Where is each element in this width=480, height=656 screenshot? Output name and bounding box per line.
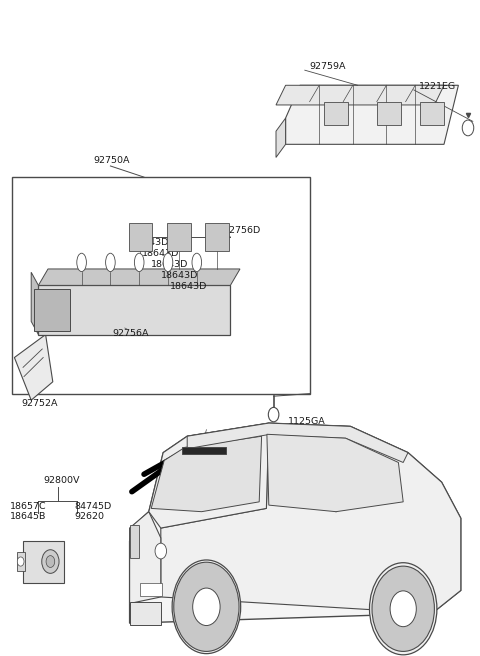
Ellipse shape: [163, 253, 173, 272]
Polygon shape: [38, 285, 230, 335]
Bar: [377, 102, 401, 125]
Circle shape: [370, 563, 437, 655]
Circle shape: [390, 591, 416, 626]
Bar: [420, 102, 444, 125]
Polygon shape: [130, 423, 461, 623]
Text: 18645B: 18645B: [10, 512, 46, 522]
Circle shape: [172, 560, 240, 653]
Text: 92756D: 92756D: [223, 226, 261, 236]
Text: 18643D: 18643D: [132, 237, 169, 247]
Text: 92800V: 92800V: [43, 476, 80, 485]
Text: 18657C: 18657C: [10, 502, 46, 511]
Polygon shape: [151, 436, 262, 512]
Bar: [34, 289, 70, 331]
Bar: [130, 602, 161, 625]
Bar: [130, 525, 139, 558]
Bar: [17, 552, 25, 571]
Polygon shape: [286, 85, 458, 144]
Polygon shape: [149, 423, 269, 528]
Polygon shape: [276, 85, 444, 105]
FancyBboxPatch shape: [129, 223, 152, 251]
Ellipse shape: [134, 253, 144, 272]
Bar: [140, 583, 162, 596]
Ellipse shape: [77, 253, 86, 272]
Polygon shape: [276, 118, 286, 157]
Bar: [182, 447, 226, 454]
Text: 18643D: 18643D: [151, 260, 189, 269]
Text: 1125GA: 1125GA: [288, 417, 326, 426]
Circle shape: [42, 550, 59, 573]
Ellipse shape: [192, 253, 202, 272]
Text: 18643D: 18643D: [142, 249, 179, 258]
Circle shape: [17, 557, 24, 566]
Circle shape: [372, 566, 434, 651]
Polygon shape: [38, 269, 240, 285]
Polygon shape: [267, 434, 403, 512]
Text: 84745D: 84745D: [74, 502, 112, 511]
Ellipse shape: [106, 253, 115, 272]
Text: 1221EG: 1221EG: [419, 82, 456, 91]
Circle shape: [155, 543, 167, 559]
Text: 92752A: 92752A: [22, 399, 58, 408]
Circle shape: [268, 407, 279, 422]
Polygon shape: [130, 512, 161, 604]
Text: 18643D: 18643D: [170, 282, 208, 291]
Bar: [324, 102, 348, 125]
Polygon shape: [31, 272, 38, 335]
Text: 92750A: 92750A: [94, 156, 130, 165]
Circle shape: [174, 562, 239, 651]
Bar: [12, 177, 310, 394]
Circle shape: [46, 556, 55, 567]
Text: 92620: 92620: [74, 512, 105, 522]
FancyBboxPatch shape: [167, 223, 191, 251]
Text: 92756A: 92756A: [113, 329, 149, 338]
Text: 18643D: 18643D: [161, 271, 198, 280]
FancyBboxPatch shape: [23, 541, 64, 583]
Text: 92759A: 92759A: [310, 62, 346, 72]
Circle shape: [192, 588, 220, 626]
FancyBboxPatch shape: [205, 223, 229, 251]
Polygon shape: [14, 335, 53, 400]
Polygon shape: [187, 423, 408, 462]
Circle shape: [462, 120, 474, 136]
Polygon shape: [161, 423, 461, 613]
